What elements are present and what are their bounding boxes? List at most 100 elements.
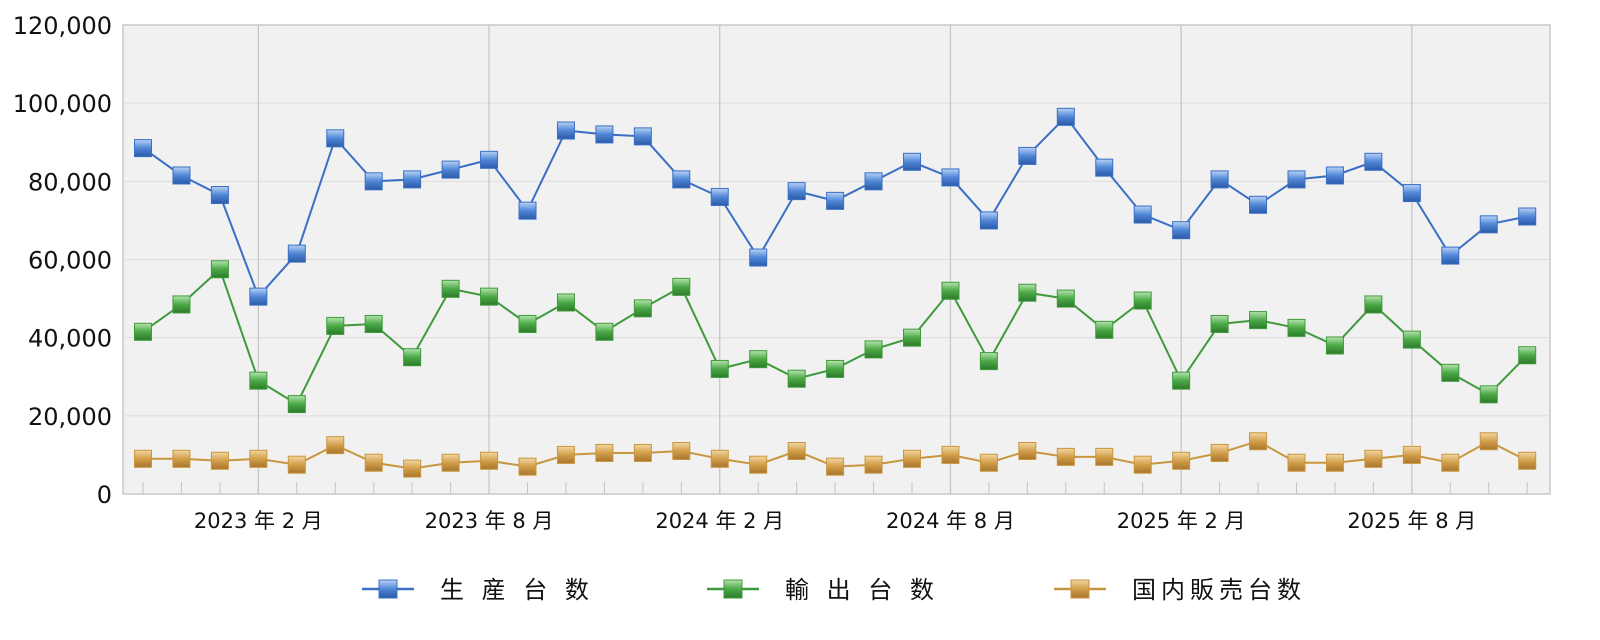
data-point bbox=[1479, 385, 1498, 404]
data-point bbox=[172, 449, 191, 468]
y-tick-label: 0 bbox=[97, 481, 112, 509]
data-point bbox=[633, 443, 652, 462]
data-point bbox=[1518, 207, 1537, 226]
data-point bbox=[403, 170, 422, 189]
data-point bbox=[249, 371, 268, 390]
data-point bbox=[1172, 451, 1191, 470]
data-point bbox=[1518, 451, 1537, 470]
data-point bbox=[134, 322, 152, 341]
series-layer bbox=[134, 107, 1537, 478]
data-point bbox=[1018, 283, 1037, 302]
legend-marker bbox=[723, 579, 743, 599]
legend-label: 生 産 台 数 bbox=[440, 576, 594, 604]
data-point bbox=[941, 445, 960, 464]
data-point bbox=[787, 182, 806, 201]
data-point bbox=[979, 211, 998, 230]
data-point bbox=[1441, 246, 1460, 265]
data-point bbox=[864, 455, 883, 474]
data-point bbox=[826, 191, 845, 210]
data-point bbox=[595, 322, 614, 341]
data-point bbox=[787, 369, 806, 388]
data-point bbox=[672, 277, 691, 296]
data-point bbox=[1018, 146, 1037, 165]
data-point bbox=[672, 442, 691, 461]
data-point bbox=[441, 453, 460, 472]
data-point bbox=[1095, 158, 1114, 177]
data-point bbox=[210, 186, 229, 205]
y-axis-labels: 0 20,000 40,000 60,000 80,000 100,000 120,000 bbox=[13, 12, 112, 509]
y-tick-label: 80,000 bbox=[28, 168, 112, 196]
data-point bbox=[210, 451, 229, 470]
data-point bbox=[134, 449, 152, 468]
data-point bbox=[326, 316, 345, 335]
data-point bbox=[480, 150, 499, 169]
x-tick-label: 2023 年 2 月 bbox=[194, 509, 323, 533]
data-point bbox=[1249, 432, 1268, 451]
data-point bbox=[710, 359, 729, 378]
data-point bbox=[595, 125, 614, 144]
data-point bbox=[134, 139, 152, 158]
data-point bbox=[595, 443, 614, 462]
data-point bbox=[210, 260, 229, 279]
data-point bbox=[1056, 447, 1075, 466]
series-3 bbox=[134, 432, 1537, 478]
data-point bbox=[326, 129, 345, 148]
data-point bbox=[1287, 318, 1306, 337]
data-point bbox=[749, 455, 768, 474]
data-point bbox=[1133, 455, 1152, 474]
data-point bbox=[364, 172, 383, 191]
data-point bbox=[249, 449, 268, 468]
series-1 bbox=[134, 107, 1537, 306]
legend-marker bbox=[1070, 579, 1090, 599]
data-point bbox=[672, 170, 691, 189]
data-point bbox=[749, 350, 768, 369]
data-point bbox=[826, 359, 845, 378]
data-point bbox=[403, 459, 422, 478]
y-tick-label: 100,000 bbox=[13, 90, 112, 118]
data-point bbox=[1325, 166, 1344, 185]
data-point bbox=[287, 244, 306, 263]
data-point bbox=[864, 340, 883, 359]
data-point bbox=[364, 314, 383, 333]
data-point bbox=[1402, 330, 1421, 349]
data-point bbox=[556, 121, 575, 140]
data-point bbox=[518, 314, 537, 333]
data-point bbox=[1402, 184, 1421, 203]
data-point bbox=[518, 457, 537, 476]
data-point bbox=[172, 166, 191, 185]
data-point bbox=[903, 449, 921, 468]
legend-label: 輸 出 台 数 bbox=[785, 576, 939, 604]
data-point bbox=[864, 172, 883, 191]
x-tick-label: 2024 年 2 月 bbox=[655, 509, 784, 533]
grid-lines bbox=[123, 25, 1550, 494]
data-point bbox=[710, 449, 729, 468]
data-point bbox=[172, 295, 191, 314]
data-point bbox=[556, 445, 575, 464]
data-point bbox=[1133, 205, 1152, 224]
data-point bbox=[287, 455, 306, 474]
data-point bbox=[1287, 170, 1306, 189]
data-point bbox=[556, 293, 575, 312]
data-point bbox=[1325, 336, 1344, 355]
data-point bbox=[518, 201, 537, 220]
x-tick-label: 2025 年 2 月 bbox=[1117, 509, 1246, 533]
data-point bbox=[1479, 215, 1498, 234]
data-point bbox=[441, 279, 460, 298]
data-point bbox=[403, 348, 422, 367]
data-point bbox=[941, 168, 960, 187]
data-point bbox=[480, 451, 499, 470]
data-point bbox=[1287, 453, 1306, 472]
data-point bbox=[1210, 443, 1229, 462]
x-tick-label: 2025 年 8 月 bbox=[1347, 509, 1476, 533]
x-tick-label: 2024 年 8 月 bbox=[886, 509, 1015, 533]
x-tick-label: 2023 年 8 月 bbox=[425, 509, 554, 533]
data-point bbox=[1479, 432, 1498, 451]
data-point bbox=[903, 328, 921, 347]
data-point bbox=[903, 152, 921, 171]
data-point bbox=[441, 160, 460, 179]
data-point bbox=[710, 187, 729, 206]
data-point bbox=[749, 248, 768, 267]
legend-marker bbox=[378, 579, 398, 599]
y-tick-label: 20,000 bbox=[28, 403, 112, 431]
